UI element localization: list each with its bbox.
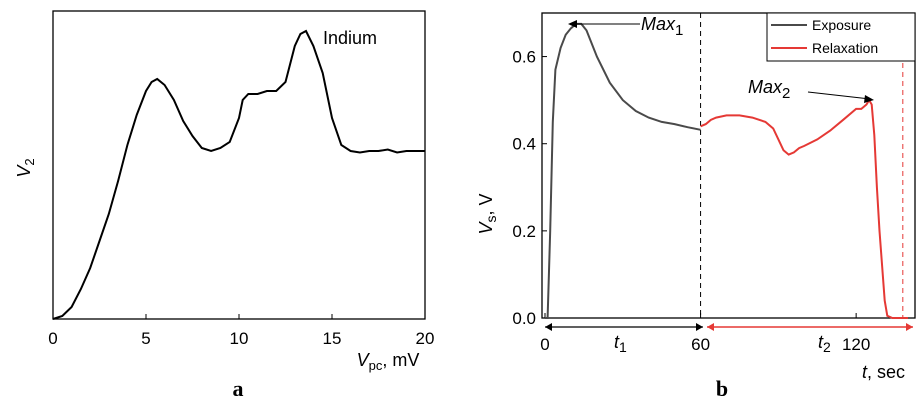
panel-b-letter: b [716,376,728,401]
panel-b-max1-annotation: Max1 [568,14,683,39]
panel-a-x-ticks: 0 5 10 15 20 [48,314,434,348]
panel-a-y-axis-label: V2 [14,158,37,177]
panel-a-plot-frame [52,10,426,320]
panel-b-y-tick-label-2: 0.4 [512,135,536,154]
panel-b-t2-label: t2 [818,332,831,355]
panel-b-max2-annotation: Max2 [748,77,874,103]
panel-b-y-tick-label-1: 0.2 [512,222,536,241]
legend-frame [766,12,916,62]
panel-b-interval-t2 [707,323,913,331]
legend-label-relaxation: Relaxation [812,40,878,56]
panel-a-letter: a [233,376,244,401]
panel-a-x-tick-label-0: 0 [48,329,57,348]
panel-b-x-tick-label-1: 60 [691,335,710,354]
svg-text:Max2: Max2 [748,77,790,102]
panel-b-series-exposure [545,22,701,319]
panel-a-x-tick-label-4: 20 [416,329,435,348]
panel-b-x-tick-label-2: 120 [842,335,870,354]
panel-a-series-line [52,29,425,320]
panel-a-x-axis-label: Vpc, mV [357,350,420,373]
svg-text:Max1: Max1 [641,14,683,39]
panel-b-y-tick-label-3: 0.6 [512,48,536,67]
panel-b-x-tick-label-0: 0 [540,335,549,354]
panel-a: 0 5 10 15 20 Indium V2 Vpc, mV a [14,10,434,401]
legend-label-exposure: Exposure [812,17,871,33]
panel-a-annotation: Indium [323,28,377,48]
panel-b-series-relaxation [700,98,908,319]
panel-a-x-tick-label-3: 15 [323,329,342,348]
panel-b-legend: Exposure Relaxation [766,12,916,62]
panel-b-interval-t1 [545,323,703,331]
panel-a-x-tick-label-1: 5 [141,329,150,348]
panel-b-y-tick-label-0: 0.0 [512,309,536,328]
panel-b-y-axis-label: Vs, V [476,193,499,234]
panel-b-x-axis-label: t, sec [862,362,905,382]
panel-b-plot-frame [541,12,916,319]
panel-b: 0.0 0.2 0.4 0.6 0 60 120 Max1 Max2 t1 t2 [476,12,916,401]
panel-b-t1-label: t1 [614,332,627,355]
panel-a-x-tick-label-2: 10 [230,329,249,348]
